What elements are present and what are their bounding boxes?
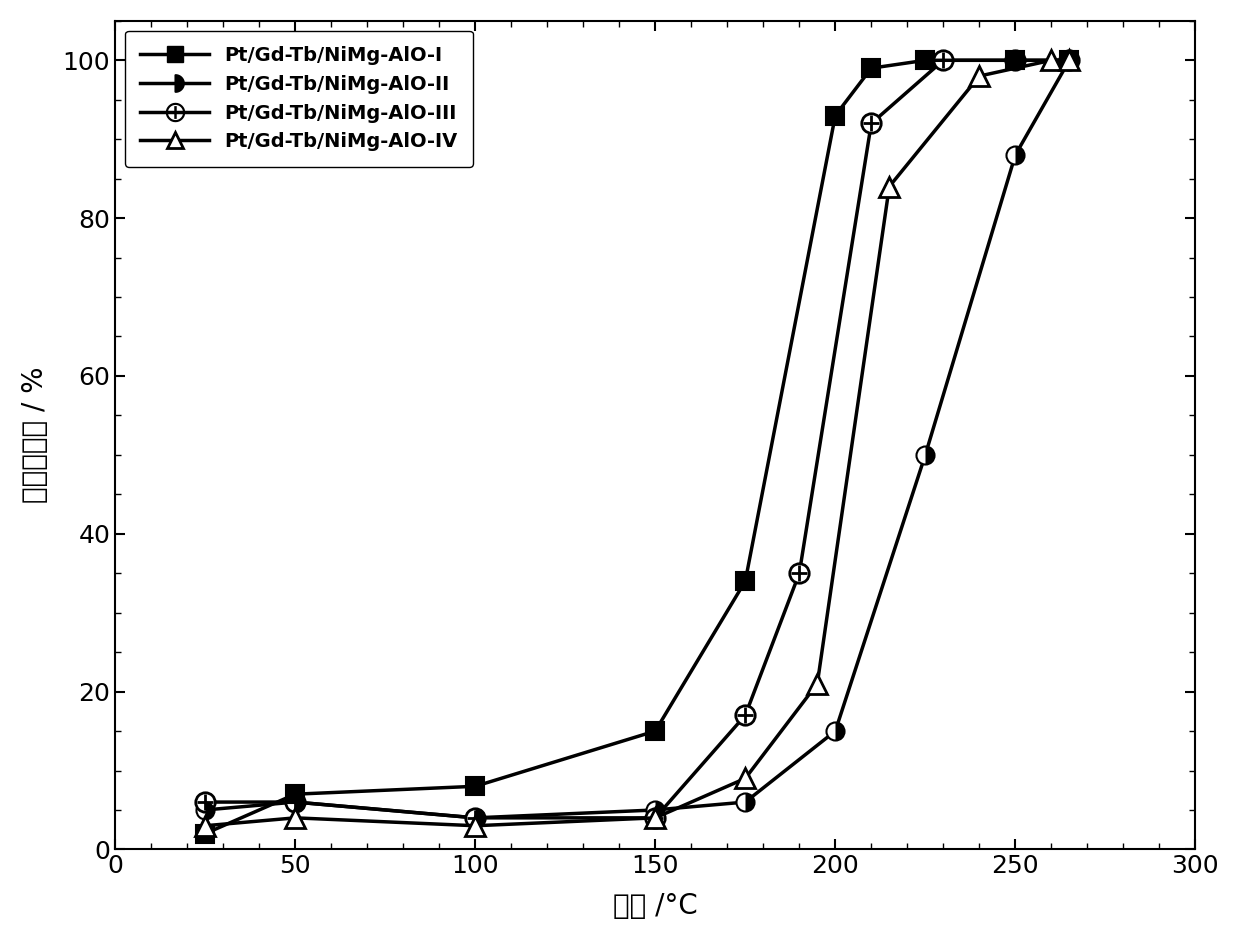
Y-axis label: 甲苯转化率 / %: 甲苯转化率 / % — [21, 367, 48, 503]
Legend: Pt/Gd-Tb/NiMg-AlO-I, Pt/Gd-Tb/NiMg-AlO-II, Pt/Gd-Tb/NiMg-AlO-III, Pt/Gd-Tb/NiMg-: Pt/Gd-Tb/NiMg-AlO-I, Pt/Gd-Tb/NiMg-AlO-I… — [125, 30, 472, 167]
X-axis label: 温度 /°C: 温度 /°C — [613, 892, 698, 920]
